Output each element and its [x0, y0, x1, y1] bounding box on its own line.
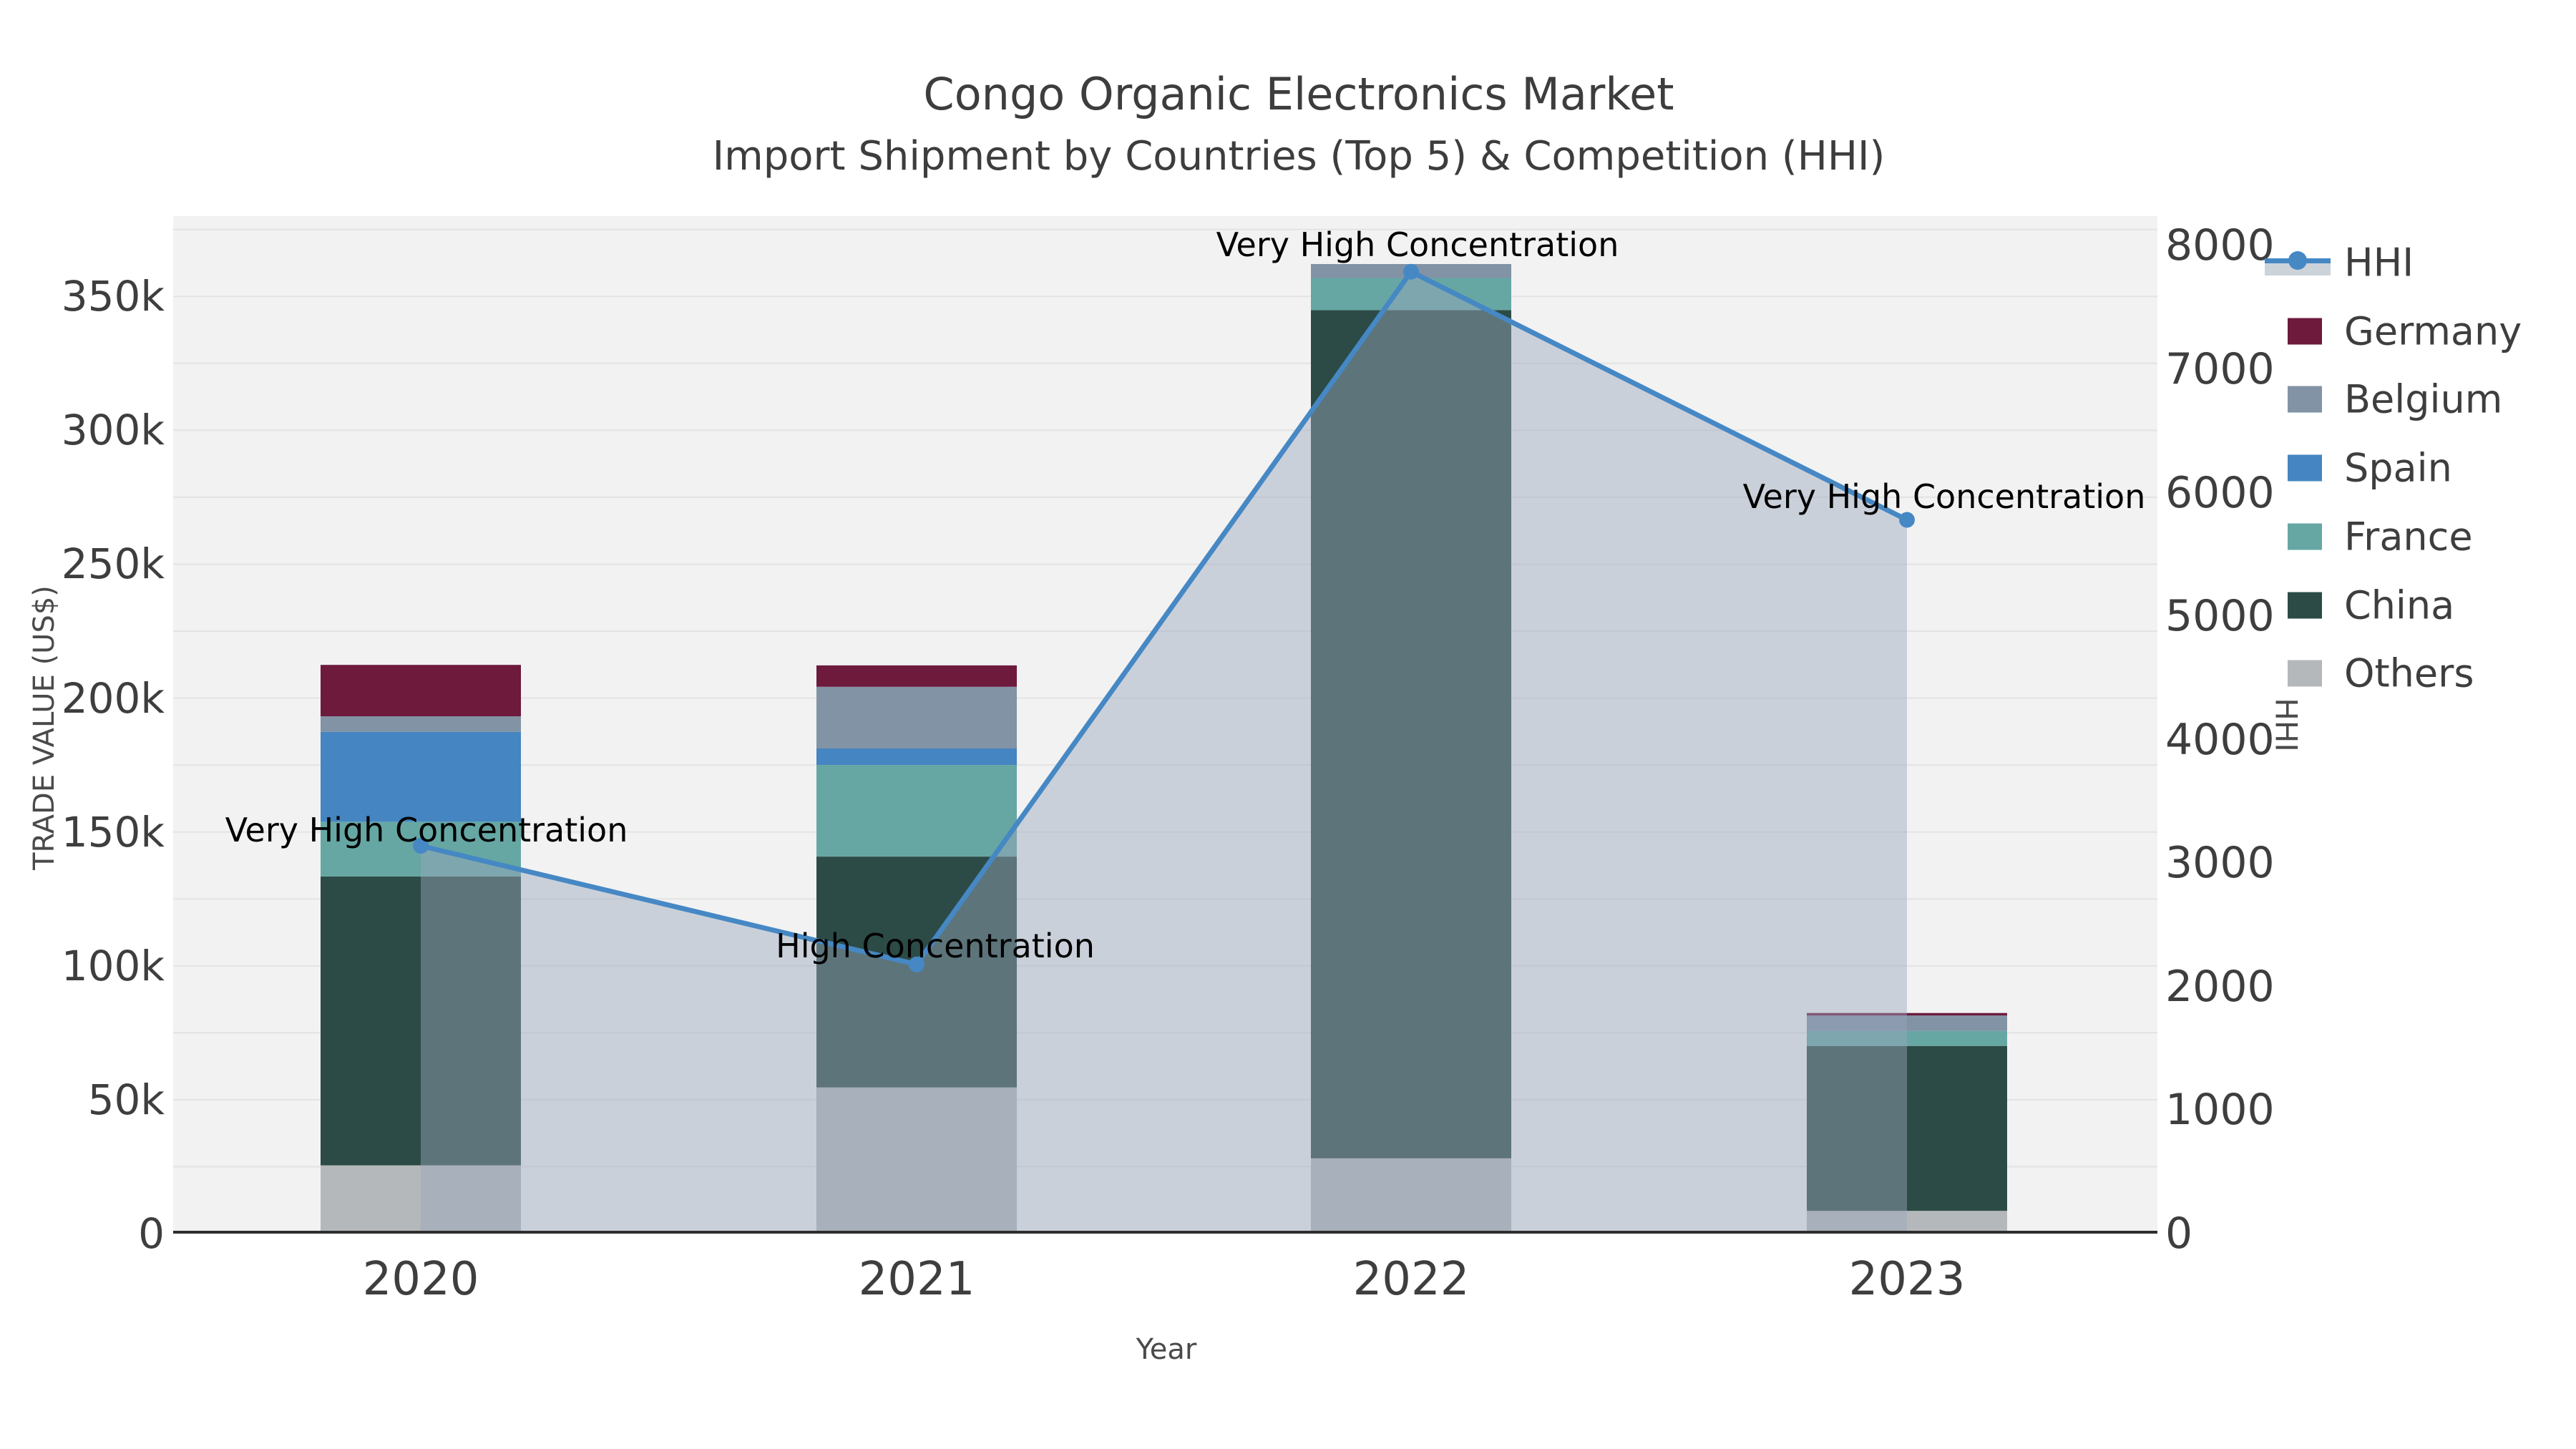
- y-left-tick-label: 0: [138, 1209, 165, 1258]
- y-right-tick-label: 1000: [2165, 1085, 2275, 1136]
- legend-entry-france: France: [2265, 502, 2572, 571]
- legend-label: HHI: [2344, 240, 2414, 286]
- hhi-annotation: Very High Concentration: [1216, 225, 1619, 264]
- x-tick-label: 2020: [362, 1253, 479, 1306]
- bar-segment-others-2022: [1311, 1158, 1511, 1234]
- bar-segment-china-2022: [1311, 310, 1511, 1158]
- y-left-tick-label: 350k: [61, 272, 165, 321]
- legend-entry-germany: Germany: [2265, 297, 2572, 366]
- bar-segment-others-2020: [321, 1165, 521, 1234]
- legend-entry-hhi: HHI: [2265, 228, 2572, 297]
- hhi-marker: [909, 956, 924, 972]
- y-right-tick-label: 2000: [2165, 961, 2275, 1012]
- bar-segment-belgium-2023: [1807, 1015, 2007, 1031]
- hhi-marker: [1899, 512, 1915, 528]
- legend-entry-belgium: Belgium: [2265, 365, 2572, 434]
- legend-swatch-germany: [2288, 318, 2322, 345]
- bar-segment-germany-2020: [321, 665, 521, 716]
- legend-label: Germany: [2344, 308, 2522, 354]
- x-tick-label: 2022: [1352, 1253, 1470, 1306]
- y-right-tick-label: 0: [2165, 1209, 2193, 1259]
- y-right-tick-label: 7000: [2165, 343, 2275, 394]
- x-tick-label: 2021: [858, 1253, 975, 1306]
- bar-segment-others-2023: [1807, 1211, 2007, 1234]
- legend-swatch-others: [2288, 660, 2322, 687]
- bar-segment-belgium-2021: [816, 686, 1017, 748]
- legend-label: Others: [2344, 650, 2474, 696]
- bar-segment-belgium-2020: [321, 716, 521, 732]
- x-tick-label: 2023: [1848, 1253, 1966, 1306]
- hhi-annotation: Very High Concentration: [1742, 477, 2146, 516]
- bar-segment-china-2020: [321, 876, 521, 1166]
- legend-swatch-france: [2288, 523, 2322, 550]
- hhi-marker: [1403, 263, 1419, 280]
- legend-label: Spain: [2344, 445, 2452, 491]
- bar-segment-spain-2021: [816, 748, 1017, 766]
- y-left-tick-label: 50k: [87, 1075, 165, 1124]
- y-right-tick-label: 6000: [2165, 467, 2275, 518]
- x-axis-title: Year: [1136, 1333, 1197, 1366]
- hhi-marker-sample: [2288, 251, 2307, 270]
- hhi-area-fill: [421, 271, 1907, 1234]
- legend-entry-others: Others: [2265, 639, 2572, 708]
- hhi-line-sample-icon: [2265, 250, 2331, 275]
- legend-label: Belgium: [2344, 376, 2503, 422]
- legend-swatch-china: [2288, 592, 2322, 618]
- bar-segment-germany-2023: [1807, 1013, 2007, 1016]
- hhi-annotation: High Concentration: [776, 926, 1095, 965]
- y-axis-title-left: TRADE VALUE (US$): [28, 585, 61, 870]
- legend-label: China: [2344, 582, 2455, 628]
- bar-segment-france-2021: [816, 765, 1017, 857]
- chart-canvas: [173, 228, 2157, 1234]
- y-right-tick-label: 4000: [2165, 714, 2275, 765]
- legend-entry-china: China: [2265, 571, 2572, 640]
- y-left-tick-label: 250k: [61, 540, 165, 589]
- hhi-annotation: Very High Concentration: [225, 811, 628, 850]
- y-left-tick-label: 200k: [61, 673, 165, 723]
- legend-swatch-belgium: [2288, 386, 2322, 413]
- chart-title: Congo Organic Electronics Market: [923, 68, 1674, 120]
- bar-segment-others-2021: [816, 1087, 1017, 1234]
- bar-segment-germany-2021: [816, 665, 1017, 687]
- bar-segment-spain-2020: [321, 731, 521, 822]
- hhi-marker: [413, 838, 429, 854]
- y-left-tick-label: 300k: [61, 406, 165, 455]
- y-right-tick-label: 3000: [2165, 838, 2275, 889]
- y-right-tick-label: 8000: [2165, 220, 2275, 271]
- hhi-line: [420, 268, 1908, 967]
- legend-entry-spain: Spain: [2265, 434, 2572, 502]
- bar-segment-china-2023: [1807, 1045, 2007, 1211]
- y-right-tick-label: 5000: [2165, 591, 2275, 642]
- y-left-tick-label: 100k: [61, 941, 165, 990]
- bar-segment-france-2023: [1807, 1030, 2007, 1046]
- legend-swatch-spain: [2288, 454, 2322, 482]
- legend-label: France: [2344, 514, 2473, 560]
- chart-subtitle: Import Shipment by Countries (Top 5) & C…: [712, 133, 1885, 180]
- plot-area: [173, 216, 2157, 1234]
- y-left-tick-label: 150k: [61, 807, 165, 857]
